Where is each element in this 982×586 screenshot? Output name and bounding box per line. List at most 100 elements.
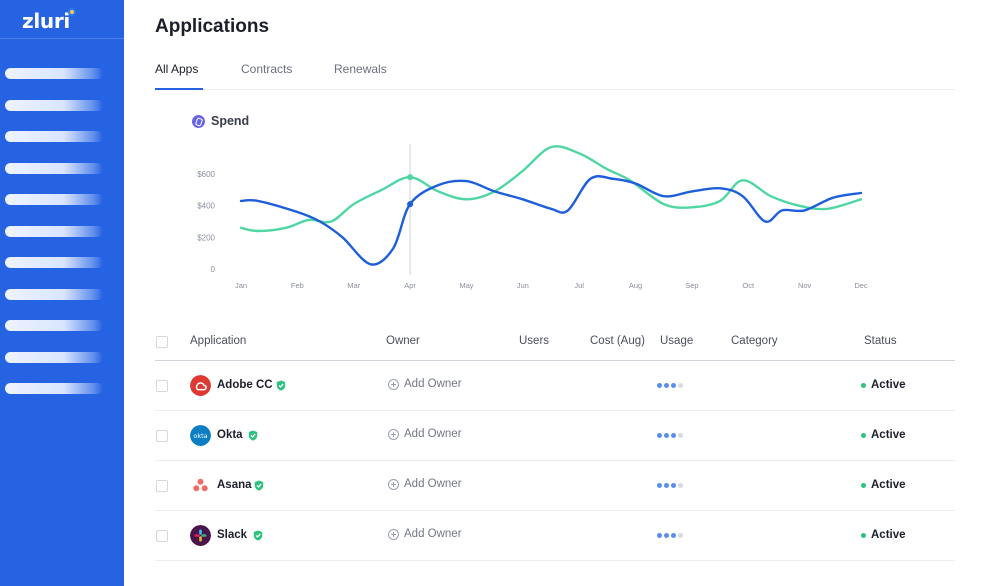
table-row[interactable]: Adobe CC Add Owner Active	[155, 361, 955, 411]
status-dot-icon	[861, 432, 866, 438]
usage-dot	[657, 383, 662, 388]
header-owner[interactable]: Owner	[386, 335, 420, 347]
status-dot-icon	[861, 382, 866, 388]
sidebar-item-3[interactable]	[5, 131, 103, 142]
header-category[interactable]: Category	[731, 335, 778, 347]
chart-legend: Spend	[192, 114, 249, 128]
status-badge: Active	[861, 429, 906, 441]
slack-logo-icon	[190, 525, 211, 546]
usage-dot	[671, 383, 676, 388]
verified-icon	[254, 480, 264, 491]
row-checkbox[interactable]	[156, 530, 168, 542]
header-usage[interactable]: Usage	[660, 335, 694, 347]
x-tick-label: May	[459, 281, 473, 290]
row-checkbox[interactable]	[156, 480, 168, 492]
app-name[interactable]: Slack	[217, 529, 248, 541]
brand-logo[interactable]: zluri	[22, 8, 76, 34]
page-title: Applications	[155, 16, 270, 37]
usage-indicator	[657, 483, 683, 488]
header-cost[interactable]: Cost (Aug)	[590, 335, 645, 347]
table-header: Application Owner Users Cost (Aug) Usage…	[155, 330, 955, 361]
add-owner-label: Add Owner	[404, 428, 462, 440]
tab-renewals[interactable]: Renewals	[334, 62, 387, 76]
verified-icon	[276, 380, 286, 391]
status-label: Active	[871, 479, 906, 491]
sidebar-item-10[interactable]	[5, 351, 103, 363]
add-owner-label: Add Owner	[404, 478, 462, 490]
add-owner-label: Add Owner	[404, 528, 462, 540]
series-line-green	[239, 145, 863, 233]
add-owner-label: Add Owner	[404, 378, 462, 390]
row-checkbox[interactable]	[156, 380, 168, 392]
usage-dot	[671, 533, 676, 538]
sidebar-item-4[interactable]	[5, 162, 103, 174]
x-tick-label: Feb	[291, 281, 304, 290]
status-dot-icon	[861, 532, 866, 538]
usage-dot	[678, 483, 683, 488]
chart-legend-label: Spend	[211, 114, 250, 128]
add-owner-button[interactable]: Add Owner	[388, 478, 462, 490]
tab-all-apps[interactable]: All Apps	[155, 62, 199, 76]
x-tick-label: Sep	[685, 281, 698, 290]
sidebar-item-1[interactable]	[5, 68, 103, 79]
x-tick-label: Jan	[235, 281, 247, 290]
hover-point	[407, 174, 414, 181]
header-users[interactable]: Users	[519, 335, 550, 347]
status-dot-icon	[861, 482, 866, 488]
add-owner-button[interactable]: Add Owner	[388, 428, 462, 440]
series-line-blue	[239, 175, 863, 266]
x-tick-label: Aug	[629, 281, 642, 290]
add-owner-button[interactable]: Add Owner	[388, 528, 462, 540]
sidebar-item-5[interactable]	[5, 194, 103, 205]
status-label: Active	[871, 529, 906, 541]
table-row[interactable]: okta Okta Add Owner Active	[155, 411, 955, 461]
asana-logo-icon	[193, 478, 208, 492]
table-row[interactable]: Slack Add Owner Active	[155, 511, 955, 561]
usage-dot	[664, 433, 669, 438]
sidebar-item-9[interactable]	[5, 320, 103, 331]
usage-dot	[671, 433, 676, 438]
sidebar-nav	[5, 68, 117, 415]
spend-icon	[192, 114, 205, 128]
adobe-cc-logo-icon	[190, 375, 211, 396]
usage-dot	[657, 433, 662, 438]
add-owner-button[interactable]: Add Owner	[388, 378, 462, 390]
spend-line-chart[interactable]: 0 $200 $400 $600 Jan Feb Mar Apr May Jun Jul Aug Sep…	[180, 130, 880, 300]
usage-dot	[664, 533, 669, 538]
y-tick-label: $200	[197, 233, 215, 242]
usage-dot	[657, 483, 662, 488]
status-label: Active	[871, 379, 906, 391]
status-badge: Active	[861, 529, 906, 541]
plus-circle-icon	[388, 378, 399, 390]
usage-dot	[671, 483, 676, 488]
usage-dot	[664, 483, 669, 488]
tab-contracts[interactable]: Contracts	[241, 62, 293, 76]
verified-icon	[253, 530, 263, 541]
sidebar-item-6[interactable]	[5, 225, 103, 237]
app-name[interactable]: Asana	[217, 479, 252, 491]
header-application[interactable]: Application	[190, 335, 247, 347]
sidebar-item-11[interactable]	[5, 383, 103, 394]
app-name[interactable]: Okta	[217, 429, 243, 441]
sidebar-item-2[interactable]	[5, 99, 103, 111]
usage-indicator	[657, 383, 683, 388]
plus-circle-icon	[388, 478, 399, 490]
status-label: Active	[871, 429, 906, 441]
plus-circle-icon	[388, 428, 399, 440]
y-tick-label: 0	[211, 265, 216, 274]
select-all-checkbox[interactable]	[156, 336, 168, 348]
usage-indicator	[657, 533, 683, 538]
app-name[interactable]: Adobe CC	[217, 379, 273, 391]
usage-dot	[678, 383, 683, 388]
row-checkbox[interactable]	[156, 430, 168, 442]
status-badge: Active	[861, 479, 906, 491]
usage-dot	[678, 433, 683, 438]
header-status[interactable]: Status	[864, 335, 897, 347]
sidebar-item-7[interactable]	[5, 257, 103, 268]
svg-text:okta: okta	[193, 432, 207, 440]
table-row[interactable]: Asana Add Owner Active	[155, 461, 955, 511]
sidebar-item-8[interactable]	[5, 288, 103, 300]
okta-logo-icon: okta	[190, 425, 211, 446]
brand-name: zluri	[22, 9, 70, 33]
usage-indicator	[657, 433, 683, 438]
